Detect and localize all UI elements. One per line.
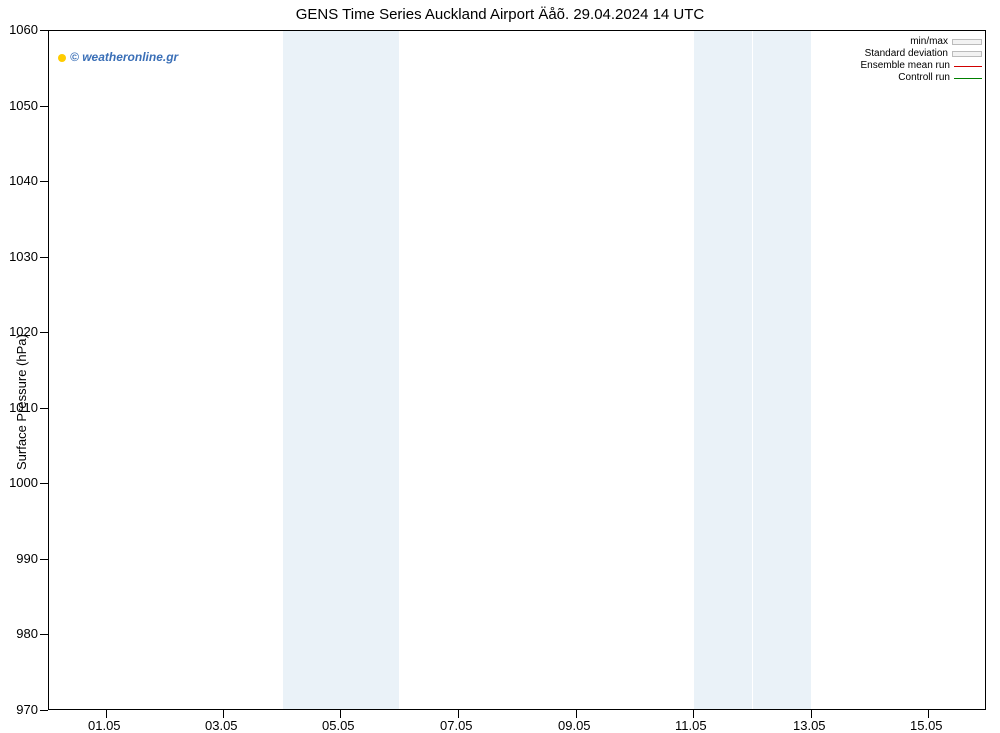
y-tick-label: 1040 [9, 173, 38, 188]
y-tick-label: 1030 [9, 249, 38, 264]
legend-line-icon [954, 78, 982, 79]
legend-item: Standard deviation [861, 48, 983, 60]
chart-container: { "chart": { "title": "GENS Time Series … [0, 0, 1000, 733]
y-tick-label: 1020 [9, 324, 38, 339]
y-tick-mark [40, 332, 48, 333]
legend-item: Ensemble mean run [861, 60, 983, 72]
x-tick-label: 05.05 [322, 718, 355, 733]
legend-bar-icon [952, 51, 982, 57]
x-tick-mark [223, 710, 224, 718]
legend-label: Standard deviation [865, 48, 948, 60]
x-tick-label: 07.05 [440, 718, 473, 733]
y-tick-mark [40, 106, 48, 107]
y-tick-mark [40, 30, 48, 31]
y-tick-label: 990 [16, 551, 38, 566]
legend-label: Ensemble mean run [861, 60, 951, 72]
y-tick-label: 970 [16, 702, 38, 717]
y-tick-mark [40, 408, 48, 409]
legend-line-icon [954, 66, 982, 67]
shaded-band [753, 31, 811, 709]
legend-label: min/max [910, 36, 948, 48]
legend-item: Controll run [861, 72, 983, 84]
y-tick-label: 1060 [9, 22, 38, 37]
x-tick-label: 01.05 [88, 718, 121, 733]
watermark-text: weatheronline.gr [82, 50, 178, 64]
watermark-copyright: © [70, 50, 82, 64]
y-tick-mark [40, 257, 48, 258]
x-tick-label: 13.05 [793, 718, 826, 733]
watermark-dot-icon [58, 54, 66, 62]
y-tick-label: 1010 [9, 400, 38, 415]
x-tick-label: 11.05 [675, 718, 707, 733]
shaded-band [283, 31, 341, 709]
y-tick-mark [40, 181, 48, 182]
y-tick-mark [40, 634, 48, 635]
legend-bar-icon [952, 39, 982, 45]
shaded-band [694, 31, 752, 709]
x-tick-mark [106, 710, 107, 718]
x-tick-mark [340, 710, 341, 718]
y-tick-label: 1000 [9, 475, 38, 490]
x-tick-label: 15.05 [910, 718, 943, 733]
shaded-band [341, 31, 399, 709]
y-tick-label: 980 [16, 626, 38, 641]
legend: min/maxStandard deviationEnsemble mean r… [861, 36, 983, 84]
legend-label: Controll run [898, 72, 950, 84]
y-tick-mark [40, 483, 48, 484]
y-tick-mark [40, 559, 48, 560]
x-tick-label: 03.05 [205, 718, 238, 733]
chart-title: GENS Time Series Auckland Airport Äåõ. 2… [0, 6, 1000, 23]
x-tick-label: 09.05 [558, 718, 591, 733]
plot-area [48, 30, 986, 710]
legend-item: min/max [861, 36, 983, 48]
x-tick-mark [458, 710, 459, 718]
x-tick-mark [928, 710, 929, 718]
watermark: © weatheronline.gr [58, 50, 178, 64]
x-tick-mark [576, 710, 577, 718]
x-tick-mark [811, 710, 812, 718]
y-tick-mark [40, 710, 48, 711]
y-tick-label: 1050 [9, 98, 38, 113]
x-tick-mark [693, 710, 694, 718]
